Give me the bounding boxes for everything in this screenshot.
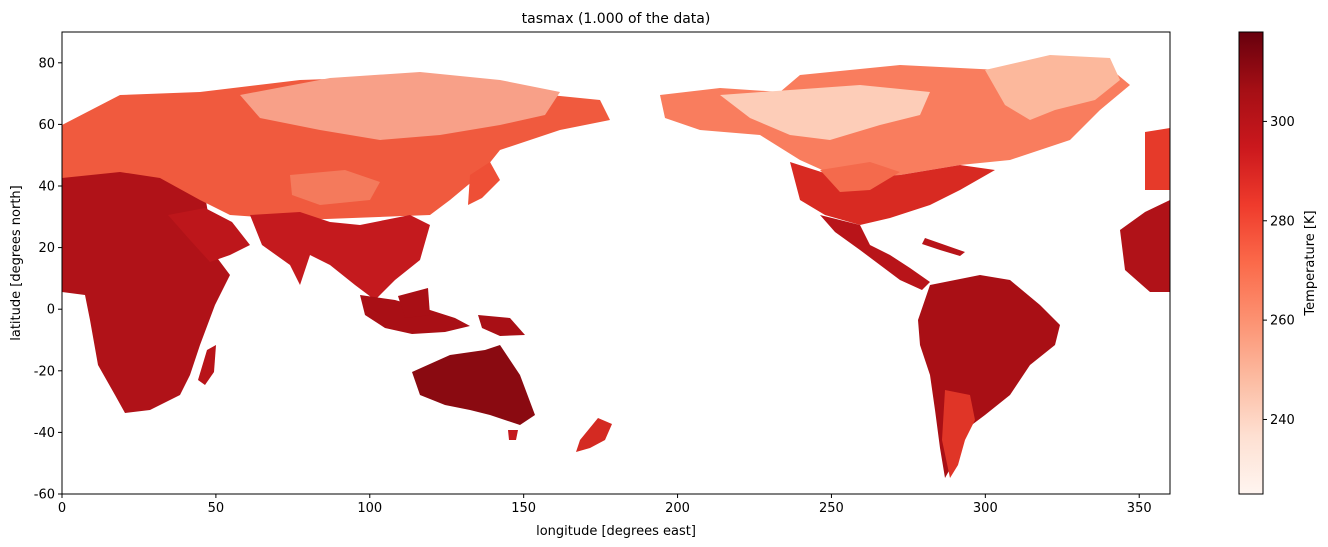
region-usa-north — [820, 162, 900, 192]
y-tick-label: 80 — [38, 56, 55, 71]
region-caribbean — [922, 238, 965, 256]
region-south-asia — [250, 212, 430, 300]
colorbar-tick-label: 260 — [1270, 314, 1295, 329]
colorbar — [1238, 31, 1264, 495]
colorbar-tick-label: 240 — [1270, 413, 1295, 428]
y-tick-label: 60 — [38, 118, 55, 133]
x-tick-label: 300 — [973, 501, 998, 516]
region-greenland — [985, 55, 1120, 120]
colorbar-label: Temperature [K] — [1303, 210, 1318, 316]
x-tick-label: 100 — [357, 501, 382, 516]
region-iberia-east-edge — [1145, 128, 1170, 190]
x-tick-label: 150 — [511, 501, 536, 516]
y-axis: -60 -40 -20 0 20 40 60 80 — [34, 56, 62, 503]
region-new-zealand — [576, 418, 612, 452]
region-siberia — [240, 72, 560, 140]
chart-title: tasmax (1.000 of the data) — [522, 11, 711, 27]
region-central-america — [820, 215, 930, 290]
x-axis-label: longitude [degrees east] — [536, 524, 696, 539]
colorbar-tick-label: 280 — [1270, 214, 1295, 229]
region-japan — [468, 162, 500, 205]
y-tick-label: 0 — [47, 303, 55, 318]
region-borneo — [398, 288, 430, 318]
region-tibet — [290, 170, 380, 205]
x-tick-label: 50 — [208, 501, 225, 516]
region-south-america-south — [942, 390, 975, 478]
region-arabia — [168, 208, 250, 262]
x-tick-label: 0 — [58, 501, 66, 516]
region-tasmania — [508, 430, 518, 440]
x-tick-label: 350 — [1127, 501, 1152, 516]
y-tick-label: -20 — [34, 364, 55, 379]
region-canada-arctic — [720, 85, 930, 140]
region-usa — [790, 162, 995, 225]
x-axis: 0 50 100 150 200 250 300 350 — [58, 494, 1152, 516]
colorbar-ticks: 240 260 280 300 — [1263, 115, 1295, 428]
region-west-africa-east-edge — [1120, 200, 1170, 292]
y-tick-label: 20 — [38, 241, 55, 256]
y-tick-label: 40 — [38, 180, 55, 195]
region-madagascar — [198, 345, 216, 385]
colorbar-tick-label: 300 — [1270, 115, 1295, 130]
y-tick-label: -60 — [34, 488, 55, 503]
region-new-guinea — [478, 315, 525, 336]
y-axis-label: latitude [degrees north] — [9, 185, 24, 341]
x-tick-label: 200 — [665, 501, 690, 516]
y-tick-label: -40 — [34, 426, 55, 441]
region-south-america — [918, 275, 1060, 478]
heatmap-area — [62, 55, 1170, 478]
region-australia — [412, 345, 535, 425]
x-tick-label: 250 — [819, 501, 844, 516]
plot-frame — [61, 31, 1171, 495]
